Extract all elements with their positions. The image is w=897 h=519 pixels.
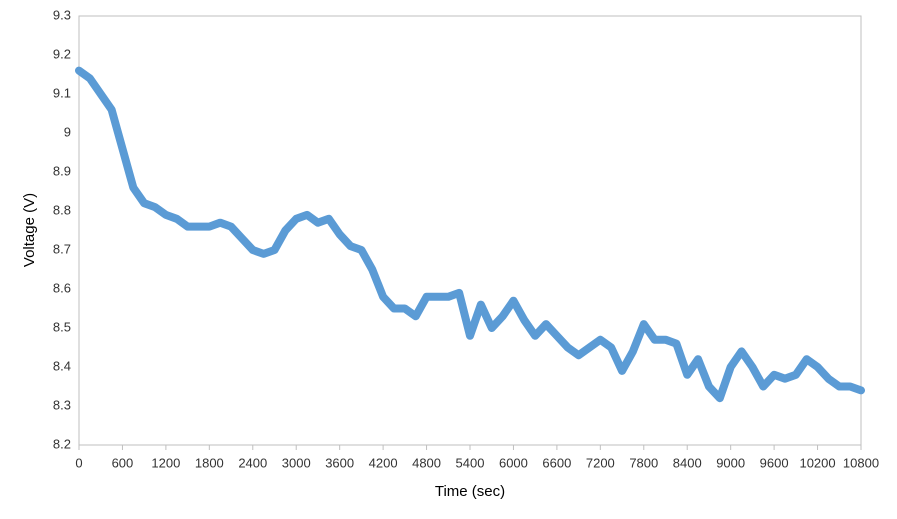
y-tick-label: 8.9 [53,163,71,178]
data-line [75,66,865,403]
y-tick-label: 8.3 [53,397,71,412]
x-tick-label: 600 [112,455,134,470]
x-tick-label: 5400 [456,455,485,470]
y-tick-label: 9.2 [53,46,71,61]
x-tick-label: 2400 [238,455,267,470]
y-tick-label: 8.7 [53,241,71,256]
y-tick-label: 8.4 [53,358,71,373]
x-tick-label: 7800 [629,455,658,470]
y-axis-title: Voltage (V) [21,193,38,267]
x-tick-label: 10800 [843,455,879,470]
x-axis-title: Time (sec) [435,483,505,500]
y-tick-label: 8.6 [53,280,71,295]
x-tick-label: 9600 [760,455,789,470]
y-tick-label: 8.8 [53,202,71,217]
x-tick-label: 9000 [716,455,745,470]
x-tick-label: 10200 [799,455,835,470]
y-tick-label: 9.3 [53,7,71,22]
x-tick-label: 6000 [499,455,528,470]
y-tick-label: 8.2 [53,436,71,451]
x-tick-label: 6600 [542,455,571,470]
x-tick-label: 7200 [586,455,615,470]
x-tick-label: 8400 [673,455,702,470]
x-tick-label: 1800 [195,455,224,470]
x-tick-label: 3600 [325,455,354,470]
x-tick-label: 4200 [369,455,398,470]
y-tick-label: 9 [64,124,71,139]
y-tick-label: 8.5 [53,319,71,334]
x-tick-label: 3000 [282,455,311,470]
y-tick-label: 9.1 [53,85,71,100]
x-tick-label: 1200 [151,455,180,470]
x-tick-label: 0 [75,455,82,470]
x-tick-label: 4800 [412,455,441,470]
